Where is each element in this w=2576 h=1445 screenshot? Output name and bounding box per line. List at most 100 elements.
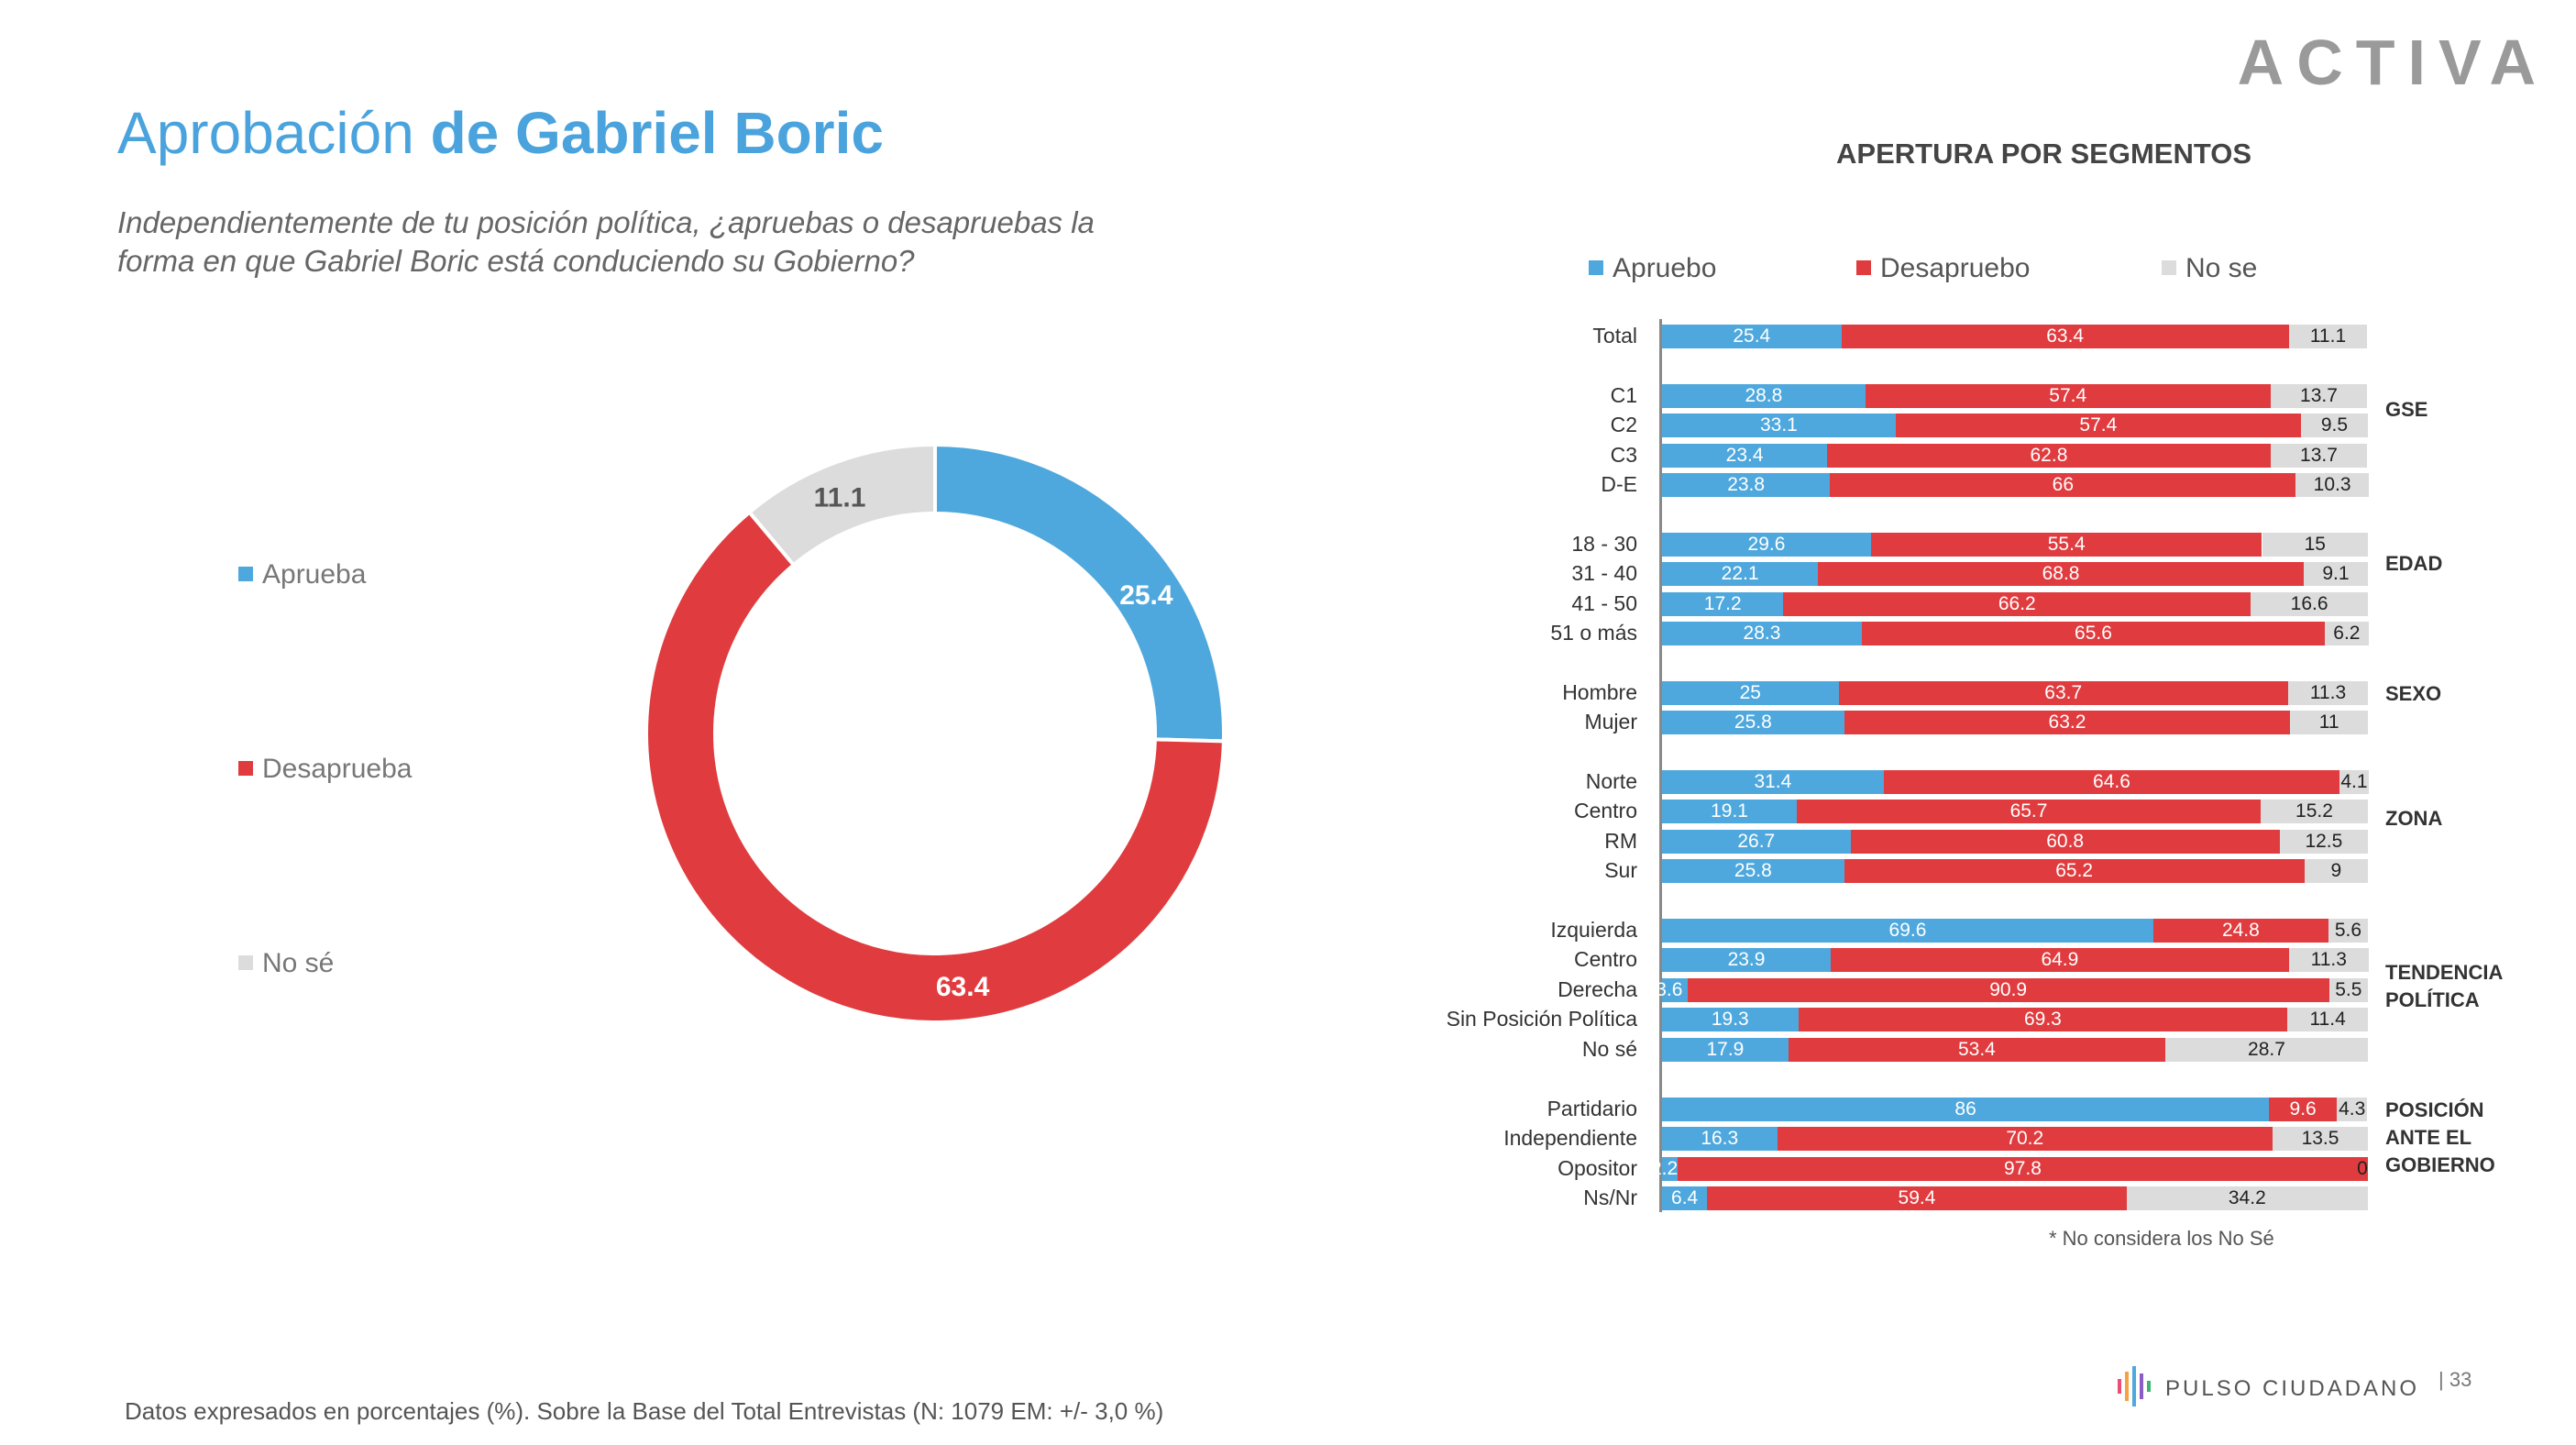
bar-value-label: 60.8 <box>2046 831 2085 852</box>
bar-value-label: 69.3 <box>2023 1009 2062 1030</box>
bar-category-label: Sin Posición Política <box>1446 1007 1637 1031</box>
bar-category-label: Mujer <box>1584 710 1637 734</box>
bar-segment-disapprove: 57.4 <box>1865 384 2271 408</box>
bar-value-label: 63.4 <box>2046 325 2085 347</box>
bar-category-label: RM <box>1604 829 1637 853</box>
bar-category-label: Izquierda <box>1550 918 1637 942</box>
legend-label: No sé <box>262 948 335 978</box>
bar-value-label: 15 <box>2304 534 2326 555</box>
bar-value-label: 64.9 <box>2041 949 2079 970</box>
bar-value-label: 65.2 <box>2055 860 2094 881</box>
bar-category-label: Opositor <box>1558 1156 1637 1180</box>
bar-value-label: 5.5 <box>2335 979 2362 1000</box>
bar-value-label: 5.6 <box>2334 920 2362 941</box>
bar-segment-disapprove: 65.6 <box>1861 622 2326 645</box>
bar-value-label: 28.8 <box>1745 385 1783 406</box>
bar-segment-approve: 17.2 <box>1662 592 1784 616</box>
legend-swatch <box>1856 260 1871 276</box>
bar-segment-disapprove: 9.6 <box>2269 1098 2338 1121</box>
bar-value-label: 6.4 <box>1671 1187 1699 1208</box>
bar-segment-noknow: 15 <box>2262 533 2368 557</box>
bar-category-label: D-E <box>1601 472 1637 496</box>
bar-segment-noknow: 11.3 <box>2288 948 2369 972</box>
bar-segment-noknow: 15.2 <box>2260 800 2368 823</box>
bar-value-label: 33.1 <box>1759 414 1798 436</box>
bar-category-label: Centro <box>1573 799 1637 822</box>
legend-label: Desapruebo <box>1880 253 2031 283</box>
legend-swatch <box>1589 260 1603 276</box>
bar-value-label: 25.4 <box>1733 325 1771 347</box>
bar-segment-approve: 28.8 <box>1662 384 1866 408</box>
bar-value-label: 62.8 <box>2030 445 2068 466</box>
bar-value-label: 63.2 <box>2048 711 2086 733</box>
bar-segment-noknow: 6.2 <box>2325 622 2369 645</box>
bar-segment-noknow: 13.5 <box>2273 1127 2368 1151</box>
bar-value-label: 65.7 <box>2009 800 2048 822</box>
bar-segment-noknow: 11.3 <box>2287 681 2368 705</box>
bar-segment-noknow: 10.3 <box>2295 473 2369 497</box>
bar-value-label: 10.3 <box>2313 474 2351 495</box>
bar-value-label: 66.2 <box>1998 593 2036 614</box>
bar-value-label: 11.3 <box>2310 949 2347 970</box>
bar-value-label: 90.9 <box>1989 979 2028 1000</box>
legend-label: Desaprueba <box>262 754 413 784</box>
donut-legend-item-0: Aprueba <box>238 559 366 590</box>
bar-segment-disapprove: 64.6 <box>1883 770 2340 794</box>
bar-category-label: Centro <box>1573 947 1637 971</box>
bar-segment-disapprove: 64.9 <box>1831 948 2289 972</box>
bar-segment-noknow: 11 <box>2290 711 2368 734</box>
bar-value-label: 17.2 <box>1703 593 1742 614</box>
donut-label-1: 63.4 <box>936 972 990 1002</box>
donut-slice-1 <box>644 509 1226 1024</box>
bar-value-label: 25.8 <box>1734 860 1772 881</box>
bar-segment-disapprove: 53.4 <box>1788 1038 2165 1062</box>
bar-category-label: 41 - 50 <box>1571 591 1637 615</box>
bar-segment-noknow: 9 <box>2304 859 2368 883</box>
bar-segment-noknow: 34.2 <box>2126 1186 2368 1210</box>
bar-value-label: 11.4 <box>2309 1009 2346 1030</box>
donut-label-0: 25.4 <box>1119 580 1173 611</box>
bar-segment-noknow: 13.7 <box>2270 384 2368 408</box>
bar-segment-approve: 25.8 <box>1662 711 1844 734</box>
bar-segment-disapprove: 97.8 <box>1677 1157 2368 1181</box>
bar-value-label: 65.6 <box>2075 623 2112 644</box>
legend-swatch <box>238 567 253 582</box>
bar-segment-disapprove: 65.7 <box>1797 800 2261 823</box>
bar-segment-disapprove: 69.3 <box>1798 1008 2288 1031</box>
bar-segment-noknow: 4.3 <box>2337 1098 2368 1121</box>
pulso-brand-text: PULSO CIUDADANO <box>2165 1375 2420 1401</box>
bar-category-label: C3 <box>1610 443 1637 467</box>
bar-segment-approve: 69.6 <box>1662 919 2153 943</box>
bar-segment-approve: 25.4 <box>1662 325 1842 348</box>
activa-logo: ACTIVA <box>2237 27 2548 98</box>
bar-category-label: Sur <box>1604 858 1637 882</box>
segments-legend-item-2: No se <box>2162 253 2257 284</box>
bar-category-label: Total <box>1592 324 1637 347</box>
bar-segment-disapprove: 70.2 <box>1777 1127 2273 1151</box>
bar-value-label: 4.1 <box>2340 771 2368 792</box>
pulso-ciudadano-brand: PULSO CIUDADANO <box>2116 1366 2419 1413</box>
bar-segment-noknow: 4.1 <box>2339 770 2369 794</box>
bar-segment-noknow: 12.5 <box>2279 830 2368 854</box>
donut-label-2: 11.1 <box>814 483 866 513</box>
donut-slice-0 <box>933 442 1226 744</box>
bar-segment-approve: 19.1 <box>1662 800 1798 823</box>
donut-legend-item-1: Desaprueba <box>238 754 412 785</box>
bar-segment-noknow: 28.7 <box>2165 1038 2368 1062</box>
bar-value-label: 28.7 <box>2248 1039 2285 1060</box>
title-light: Aprobación <box>117 100 431 166</box>
bar-category-label: C2 <box>1610 413 1637 436</box>
bar-value-label: 4.3 <box>2339 1098 2366 1120</box>
bar-value-label: 19.1 <box>1711 800 1748 822</box>
bar-segment-approve: 86 <box>1662 1098 2270 1121</box>
segment-group-label: ZONA <box>2385 807 2443 830</box>
chart-footnote: * No considera los No Sé <box>2049 1227 2274 1250</box>
bar-segment-noknow: 13.7 <box>2270 444 2368 468</box>
bar-segment-approve: 6.4 <box>1662 1186 1708 1210</box>
bar-segment-disapprove: 66 <box>1830 473 2296 497</box>
bar-value-label: 25 <box>1739 682 1761 703</box>
bar-value-label: 63.7 <box>2044 682 2083 703</box>
bar-segment-disapprove: 63.7 <box>1838 681 2288 705</box>
bar-segment-approve: 31.4 <box>1662 770 1884 794</box>
bar-segment-noknow: 5.6 <box>2328 919 2368 943</box>
